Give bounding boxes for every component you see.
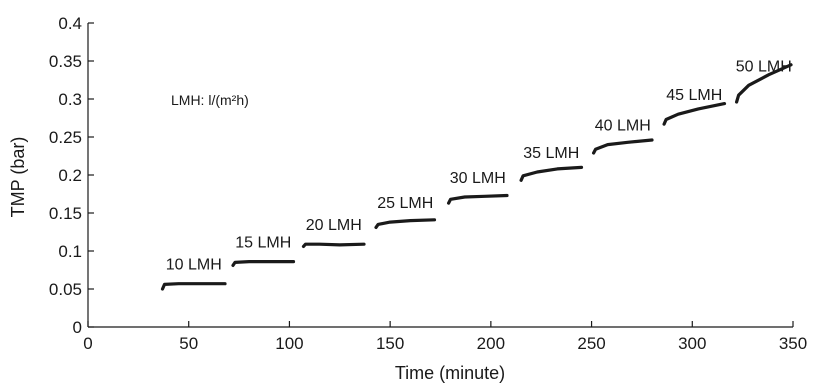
series-line-6 bbox=[519, 165, 584, 182]
y-tick-label: 0.35 bbox=[49, 52, 82, 71]
series-label: 25 LMH bbox=[377, 195, 433, 212]
y-tick-label: 0.1 bbox=[58, 242, 82, 261]
x-tick-label: 250 bbox=[577, 334, 605, 353]
x-tick-label: 300 bbox=[678, 334, 706, 353]
y-tick-label: 0.3 bbox=[58, 90, 82, 109]
series-label: 30 LMH bbox=[450, 170, 506, 187]
series-label: 50 LMH bbox=[736, 58, 792, 75]
series-label: 20 LMH bbox=[306, 217, 362, 234]
y-axis-title: TMP (bar) bbox=[8, 137, 28, 218]
series-group bbox=[160, 63, 793, 291]
x-tick-label: 150 bbox=[376, 334, 404, 353]
series-line-2 bbox=[231, 260, 296, 267]
y-tick-label: 0 bbox=[73, 318, 82, 337]
x-axis-title: Time (minute) bbox=[395, 363, 505, 383]
x-tick-label: 200 bbox=[477, 334, 505, 353]
series-label: 45 LMH bbox=[666, 87, 722, 104]
series-label: 10 LMH bbox=[166, 257, 222, 274]
x-ticks: 0 50 100 150 200 250 300 350 bbox=[83, 321, 807, 353]
y-ticks: 0 0.05 0.1 0.15 0.2 0.25 0.3 0.35 0.4 bbox=[49, 14, 94, 337]
series-label: 15 LMH bbox=[235, 235, 291, 252]
y-tick-label: 0.4 bbox=[58, 14, 82, 33]
series-line-5 bbox=[447, 193, 509, 205]
series-line-7 bbox=[591, 138, 654, 155]
x-tick-label: 350 bbox=[779, 334, 807, 353]
x-tick-label: 0 bbox=[83, 334, 92, 353]
axes bbox=[87, 23, 793, 328]
series-line-8 bbox=[662, 101, 727, 126]
x-tick-label: 100 bbox=[275, 334, 303, 353]
y-tick-label: 0.2 bbox=[58, 166, 82, 185]
series-label: 35 LMH bbox=[523, 145, 579, 162]
y-tick-label: 0.15 bbox=[49, 204, 82, 223]
series-line-9 bbox=[734, 63, 793, 104]
y-tick-label: 0.25 bbox=[49, 128, 82, 147]
y-tick-label: 0.05 bbox=[49, 280, 82, 299]
series-line-4 bbox=[374, 218, 437, 229]
units-annotation: LMH: l/(m²h) bbox=[171, 92, 249, 108]
series-line-1 bbox=[160, 282, 227, 291]
segment-labels: 10 LMH 15 LMH 20 LMH 25 LMH 30 LMH 35 LMH 40 L… bbox=[166, 58, 792, 273]
series-label: 40 LMH bbox=[595, 118, 651, 135]
series-line-3 bbox=[301, 242, 366, 248]
x-tick-label: 50 bbox=[179, 334, 198, 353]
